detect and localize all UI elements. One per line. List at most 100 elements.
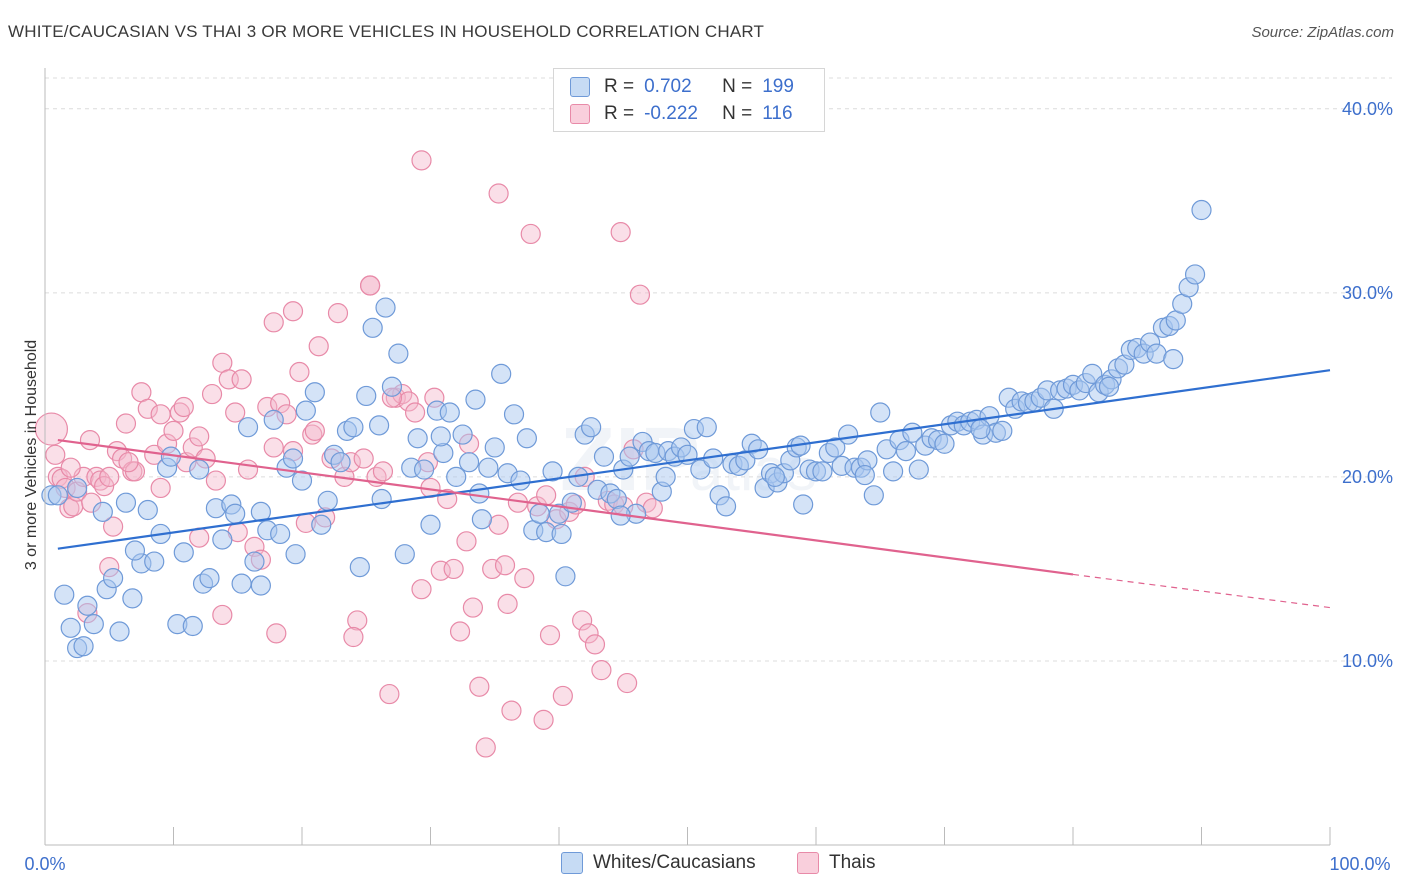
thai-point (173, 396, 194, 418)
white-point (212, 529, 233, 550)
white-point (581, 417, 602, 438)
white-point (407, 428, 428, 449)
thai-point (103, 516, 124, 537)
legend-swatch-pink (570, 104, 590, 124)
white-point (433, 442, 454, 464)
thai-point (372, 461, 394, 482)
n-label: N = (722, 103, 753, 124)
white-point (317, 490, 338, 511)
white-point (458, 452, 480, 473)
legend-swatch-blue (570, 77, 590, 97)
white-point (291, 470, 313, 491)
white-point (606, 488, 627, 510)
thai-point (205, 470, 227, 491)
white-point (548, 503, 570, 524)
thai-point (617, 672, 638, 694)
thai-point (360, 275, 381, 296)
white-point (908, 459, 929, 480)
white-point (282, 448, 304, 469)
thai-point (94, 476, 115, 497)
white-point (970, 418, 991, 440)
white-point (1163, 349, 1184, 370)
white-point (244, 551, 265, 572)
white-point (838, 424, 859, 445)
y-axis-label: 3 or more Vehicles in Household (23, 340, 40, 570)
thai-point (584, 634, 606, 655)
thai-point (430, 560, 451, 581)
thai-point (237, 459, 259, 480)
trend-lines (57, 369, 1331, 609)
thai-point (343, 626, 364, 648)
r-label: R = (604, 76, 635, 97)
thai-point (462, 597, 484, 618)
thai-point (169, 402, 191, 423)
white-point (124, 540, 146, 561)
thai-point (514, 568, 535, 589)
thai-point (520, 223, 541, 245)
white-point (793, 494, 814, 515)
white-point (122, 588, 143, 609)
source-label: Source: ZipAtlas.com (1251, 24, 1394, 41)
x-tick-label: 100.0% (1329, 854, 1390, 874)
thai-point (629, 284, 651, 305)
thai-point (536, 485, 557, 506)
white-point (311, 514, 332, 535)
white-point (825, 437, 846, 458)
y-tick-labels: 10.0% 20.0% 30.0% 40.0% (1342, 99, 1393, 671)
white-point (516, 428, 537, 449)
thai-point (115, 413, 137, 434)
x-tick-labels: 0.0% 100.0% (24, 854, 1390, 874)
white-point (304, 382, 325, 403)
r-value: -0.222 (644, 103, 698, 124)
thai-point (189, 426, 210, 447)
white-point (882, 461, 904, 482)
thai-point (45, 444, 66, 465)
legend-row-whites: R = 0.702 N = 199 (570, 74, 794, 100)
thai-point (353, 448, 374, 469)
white-point (330, 452, 351, 473)
thai-point (488, 183, 509, 204)
white-point (446, 466, 467, 488)
white-point (1184, 264, 1206, 285)
legend-row-thais: R = -0.222 N = 116 (570, 101, 793, 127)
thai-point (552, 685, 573, 707)
chart-title: WHITE/CAUCASIAN VS THAI 3 OR MORE VEHICL… (8, 22, 765, 41)
white-point (60, 617, 81, 638)
y-tick-label: 30.0% (1342, 283, 1393, 303)
white-point (270, 523, 291, 545)
white-point (503, 404, 525, 425)
white-point (369, 415, 390, 436)
white-point (715, 496, 737, 517)
white-point (115, 492, 137, 513)
thai-point (539, 625, 561, 646)
white-point (189, 459, 210, 480)
thai-point (150, 404, 171, 425)
white-point (263, 409, 284, 430)
thai-point (482, 558, 503, 580)
thai-trend-line (57, 439, 1074, 576)
n-value: 116 (762, 103, 793, 124)
thai-point (404, 402, 426, 423)
legend-swatch-pink (797, 852, 819, 874)
white-point (47, 485, 68, 506)
thai-point (163, 420, 184, 441)
n-label: N = (722, 76, 753, 97)
thai-point (212, 604, 233, 626)
white-point (362, 317, 383, 338)
thai-point (533, 709, 554, 730)
y-tick-label: 40.0% (1342, 99, 1393, 119)
thai-point (501, 700, 522, 721)
thai-point (60, 457, 81, 478)
thai-point (443, 558, 464, 580)
white-point (182, 615, 203, 637)
thai-point (137, 398, 158, 419)
thai-point (411, 150, 432, 171)
thai-point (99, 466, 120, 488)
white-point (551, 523, 572, 545)
white-point (173, 542, 194, 563)
thai-trend-line-extension (1072, 573, 1331, 609)
white-point (92, 501, 113, 522)
white-point (381, 376, 403, 397)
thai-point (610, 222, 631, 243)
